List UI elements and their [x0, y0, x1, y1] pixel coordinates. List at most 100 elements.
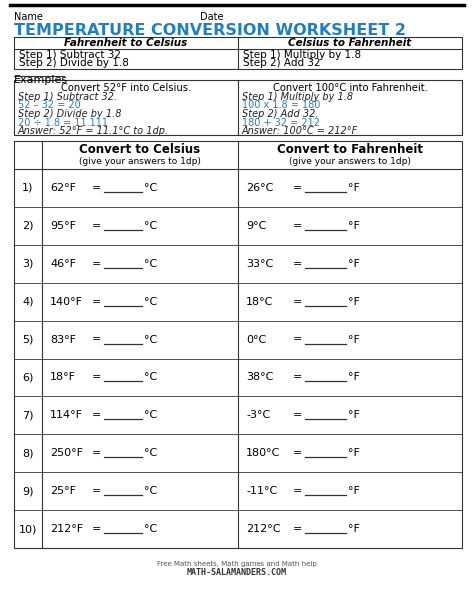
Text: -3°C: -3°C	[246, 410, 270, 421]
Text: Step 1) Multiply by 1.8: Step 1) Multiply by 1.8	[242, 92, 353, 102]
Text: 180 + 32 = 212: 180 + 32 = 212	[242, 118, 320, 128]
Text: 3): 3)	[22, 259, 34, 268]
Text: =: =	[92, 221, 101, 231]
Text: 33°C: 33°C	[246, 259, 273, 268]
Text: °C: °C	[144, 486, 157, 496]
Text: 212°F: 212°F	[50, 524, 83, 534]
Text: 46°F: 46°F	[50, 259, 76, 268]
Text: °F: °F	[348, 259, 360, 268]
Text: 8): 8)	[22, 448, 34, 459]
Text: 95°F: 95°F	[50, 221, 76, 231]
Text: 4): 4)	[22, 297, 34, 306]
Text: Convert 52°F into Celsius.: Convert 52°F into Celsius.	[61, 83, 191, 93]
Text: °F: °F	[348, 335, 360, 345]
Text: Celsius to Fahrenheit: Celsius to Fahrenheit	[288, 38, 411, 48]
Text: Name: Name	[14, 12, 43, 22]
Text: =: =	[293, 183, 302, 193]
Text: °F: °F	[348, 448, 360, 459]
Text: =: =	[293, 448, 302, 459]
Text: °F: °F	[348, 183, 360, 193]
Text: =: =	[293, 297, 302, 306]
Text: =: =	[293, 259, 302, 268]
Text: =: =	[293, 335, 302, 345]
Text: 5): 5)	[22, 335, 34, 345]
Text: °F: °F	[348, 221, 360, 231]
Text: 62°F: 62°F	[50, 183, 76, 193]
Text: 52 – 32 = 20: 52 – 32 = 20	[18, 101, 81, 110]
Text: °F: °F	[348, 524, 360, 534]
Text: °C: °C	[144, 259, 157, 268]
Text: °C: °C	[144, 410, 157, 421]
Text: =: =	[293, 524, 302, 534]
Text: 18°F: 18°F	[50, 373, 76, 383]
Text: (give your answers to 1dp): (give your answers to 1dp)	[289, 157, 411, 166]
Text: Convert to Celsius: Convert to Celsius	[80, 143, 201, 156]
Text: =: =	[293, 410, 302, 421]
Text: °C: °C	[144, 183, 157, 193]
Text: Step 2) Add 32.: Step 2) Add 32.	[242, 109, 319, 119]
Bar	[14, 37, 462, 69]
Text: 250°F: 250°F	[50, 448, 83, 459]
Text: Convert to Fahrenheit: Convert to Fahrenheit	[277, 143, 423, 156]
Text: Examples: Examples	[14, 75, 68, 85]
Text: =: =	[92, 297, 101, 306]
Text: -11°C: -11°C	[246, 486, 277, 496]
Text: Answer: 52°F = 11.1°C to 1dp.: Answer: 52°F = 11.1°C to 1dp.	[18, 126, 169, 136]
Text: °C: °C	[144, 448, 157, 459]
Text: 25°F: 25°F	[50, 486, 76, 496]
Text: Step 2) Divide by 1.8: Step 2) Divide by 1.8	[19, 58, 129, 68]
Text: 100 x 1.8 = 180: 100 x 1.8 = 180	[242, 101, 320, 110]
Text: Step 1) Subtract 32: Step 1) Subtract 32	[19, 50, 121, 60]
Text: 9°C: 9°C	[246, 221, 266, 231]
Text: Answer: 100°C = 212°F: Answer: 100°C = 212°F	[242, 126, 358, 136]
Text: =: =	[293, 221, 302, 231]
Text: 7): 7)	[22, 410, 34, 421]
Text: 140°F: 140°F	[50, 297, 83, 306]
Text: 1): 1)	[22, 183, 34, 193]
Text: 38°C: 38°C	[246, 373, 273, 383]
Text: °C: °C	[144, 221, 157, 231]
Text: =: =	[92, 410, 101, 421]
Text: 212°C: 212°C	[246, 524, 281, 534]
Text: °F: °F	[348, 373, 360, 383]
Text: Step 2) Divide by 1.8: Step 2) Divide by 1.8	[18, 109, 121, 119]
Text: MATH-SALAMANDERS.COM: MATH-SALAMANDERS.COM	[187, 568, 287, 577]
Text: 0°C: 0°C	[246, 335, 266, 345]
Text: 180°C: 180°C	[246, 448, 281, 459]
Text: Free Math sheets, Math games and Math help: Free Math sheets, Math games and Math he…	[157, 561, 317, 567]
Text: Fahrenheit to Celsius: Fahrenheit to Celsius	[64, 38, 188, 48]
Text: 83°F: 83°F	[50, 335, 76, 345]
Text: TEMPERATURE CONVERSION WORKSHEET 2: TEMPERATURE CONVERSION WORKSHEET 2	[14, 23, 406, 38]
Text: °C: °C	[144, 297, 157, 306]
Text: 26°C: 26°C	[246, 183, 273, 193]
Text: 114°F: 114°F	[50, 410, 83, 421]
Text: °C: °C	[144, 335, 157, 345]
Text: =: =	[92, 524, 101, 534]
Text: (give your answers to 1dp): (give your answers to 1dp)	[79, 157, 201, 166]
Bar	[14, 80, 462, 135]
Text: Step 1) Subtract 32.: Step 1) Subtract 32.	[18, 92, 117, 102]
Text: Step 2) Add 32: Step 2) Add 32	[243, 58, 320, 68]
Bar	[14, 141, 462, 548]
Text: 2): 2)	[22, 221, 34, 231]
Text: =: =	[293, 373, 302, 383]
Text: °F: °F	[348, 297, 360, 306]
Text: Step 1) Multiply by 1.8: Step 1) Multiply by 1.8	[243, 50, 361, 60]
Text: °F: °F	[348, 410, 360, 421]
Text: Convert 100°C into Fahrenheit.: Convert 100°C into Fahrenheit.	[273, 83, 428, 93]
Text: °C: °C	[144, 524, 157, 534]
Text: 10): 10)	[19, 524, 37, 534]
Text: Date: Date	[200, 12, 224, 22]
Text: =: =	[92, 259, 101, 268]
Text: 9): 9)	[22, 486, 34, 496]
Text: 6): 6)	[22, 373, 34, 383]
Text: =: =	[293, 486, 302, 496]
Text: °C: °C	[144, 373, 157, 383]
Text: 20 ÷ 1.8 = 11.111: 20 ÷ 1.8 = 11.111	[18, 118, 108, 128]
Text: =: =	[92, 448, 101, 459]
Text: =: =	[92, 373, 101, 383]
Text: 18°C: 18°C	[246, 297, 273, 306]
Text: °F: °F	[348, 486, 360, 496]
Text: =: =	[92, 183, 101, 193]
Text: =: =	[92, 486, 101, 496]
